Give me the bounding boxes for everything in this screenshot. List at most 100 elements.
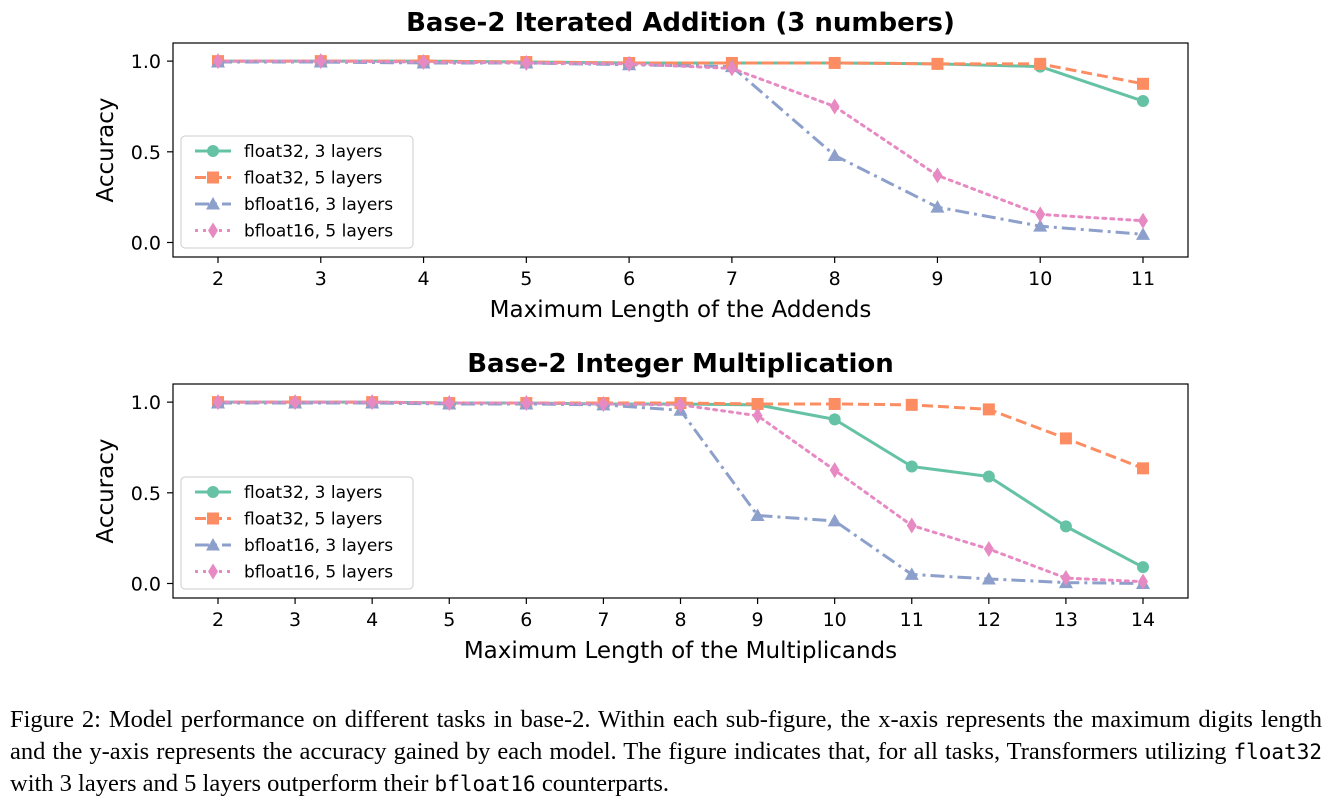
x-tick-label: 8 — [674, 609, 686, 631]
caption-text-3: counterparts. — [535, 770, 670, 797]
data-point — [624, 55, 635, 72]
y-axis-label: Accuracy — [93, 438, 119, 543]
data-point — [598, 395, 609, 412]
x-tick-label: 12 — [977, 609, 1001, 631]
x-tick-label: 5 — [520, 268, 532, 290]
data-point — [675, 396, 686, 413]
x-tick-label: 14 — [1131, 609, 1155, 631]
data-point — [981, 571, 996, 585]
legend-label: float32, 3 layers — [244, 142, 383, 162]
legend-box — [180, 135, 414, 249]
legend-marker — [207, 486, 219, 498]
chart-title: Base-2 Integer Multiplication — [467, 349, 894, 379]
x-tick-label: 3 — [289, 609, 301, 631]
x-tick-label: 8 — [829, 268, 841, 290]
y-tick-label: 1.0 — [131, 392, 161, 414]
data-point — [982, 403, 995, 416]
data-point — [1059, 432, 1072, 445]
caption-code-float32: float32 — [1233, 740, 1322, 764]
data-point — [1137, 95, 1149, 108]
data-point — [1137, 462, 1149, 475]
data-point — [1033, 219, 1048, 232]
data-point — [829, 98, 840, 115]
data-point — [213, 53, 223, 70]
x-axis-label: Maximum Length of the Addends — [490, 297, 872, 323]
y-tick-label: 0.0 — [131, 573, 161, 595]
data-point — [828, 413, 841, 426]
legend-marker — [208, 563, 218, 580]
x-tick-label: 10 — [1028, 268, 1052, 290]
data-point — [315, 53, 326, 70]
data-point — [827, 148, 842, 161]
legend-label: bfloat16, 5 layers — [244, 563, 393, 583]
data-point — [1138, 212, 1148, 229]
x-tick-label: 10 — [823, 609, 847, 631]
legend-marker — [207, 512, 219, 525]
y-axis-label: Accuracy — [93, 97, 119, 202]
chart-multiplication: Base-2 Integer Multiplication 2 3 4 5 6 7 8 9 10 1… — [93, 349, 1189, 664]
data-point — [1035, 206, 1046, 223]
data-point — [1138, 573, 1148, 590]
data-point — [983, 541, 994, 558]
data-point — [904, 567, 919, 580]
legend-marker — [207, 145, 219, 157]
caption-code-bfloat16: bfloat16 — [434, 772, 536, 796]
series-line-3 — [216, 59, 1145, 223]
legend-label: float32, 3 layers — [244, 483, 383, 503]
chart-title: Base-2 Iterated Addition (3 numbers) — [406, 8, 955, 38]
data-point — [752, 407, 763, 424]
legend-label: bfloat16, 3 layers — [244, 536, 393, 556]
x-tick-label: 2 — [212, 268, 224, 290]
data-point — [367, 394, 378, 411]
x-tick-label: 4 — [366, 609, 378, 631]
data-point — [930, 200, 945, 213]
x-tick-label: 7 — [726, 268, 738, 290]
data-point — [932, 167, 943, 184]
data-point — [726, 60, 737, 77]
x-tick-label: 5 — [443, 609, 455, 631]
data-point — [905, 398, 918, 411]
data-point — [906, 517, 917, 534]
legend-marker — [208, 222, 218, 239]
caption-text-2: with 3 layers and 5 layers outperform th… — [10, 770, 435, 797]
legend-label: float32, 5 layers — [244, 510, 383, 530]
x-tick-label: 6 — [623, 268, 635, 290]
legend-marker — [207, 171, 219, 184]
x-axis-label: Maximum Length of the Multiplicands — [464, 638, 897, 664]
figure: Base-2 Iterated Addition (3 numbers) 2 3 4 5… — [93, 8, 1189, 664]
data-point — [1059, 520, 1072, 533]
x-tick-label: 2 — [212, 609, 224, 631]
legend-label: bfloat16, 3 layers — [244, 195, 393, 215]
data-point — [1034, 57, 1047, 70]
legend-marker — [206, 197, 220, 210]
y-tick-label: 0.5 — [131, 142, 161, 164]
x-tick-label: 3 — [315, 268, 327, 290]
caption-text-1: Figure 2: Model performance on different… — [10, 706, 1322, 765]
x-tick-label: 9 — [752, 609, 764, 631]
y-tick-label: 0.0 — [131, 232, 161, 254]
data-point — [1136, 227, 1150, 240]
data-point — [213, 394, 223, 411]
plot-frame — [172, 42, 1189, 258]
data-point — [1137, 77, 1149, 90]
y-tick-label: 1.0 — [131, 51, 161, 73]
y-tick-label: 0.5 — [131, 483, 161, 505]
data-point — [828, 56, 841, 69]
data-point — [982, 470, 995, 483]
data-point — [905, 460, 918, 473]
legend-box — [180, 476, 414, 590]
x-tick-label: 9 — [931, 268, 943, 290]
legend-label: bfloat16, 5 layers — [244, 222, 393, 242]
x-tick-label: 11 — [1131, 268, 1155, 290]
data-point — [931, 57, 944, 70]
data-point — [444, 395, 455, 412]
data-point — [418, 54, 429, 71]
data-point — [827, 513, 842, 527]
data-point — [750, 508, 765, 521]
data-point — [1137, 561, 1149, 574]
x-tick-label: 6 — [520, 609, 532, 631]
x-tick-label: 11 — [900, 609, 924, 631]
data-point — [828, 397, 841, 410]
figure-caption: Figure 2: Model performance on different… — [10, 704, 1322, 800]
x-tick-label: 7 — [597, 609, 609, 631]
